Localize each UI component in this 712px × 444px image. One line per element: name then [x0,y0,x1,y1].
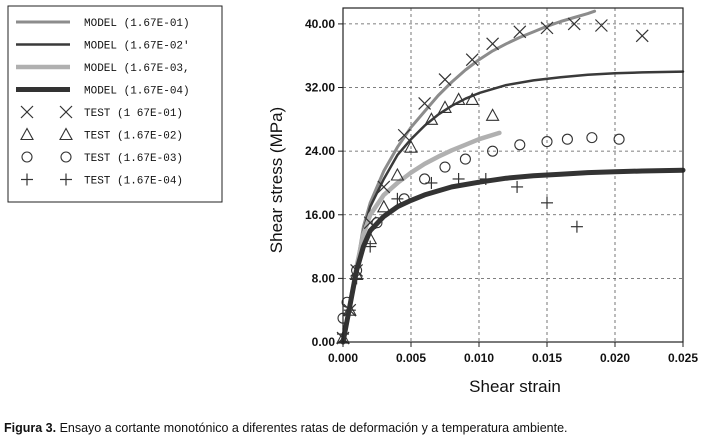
data-point [371,217,383,229]
legend-box [7,5,223,203]
legend-label: TEST (1 67E-01) [84,108,183,120]
data-point [364,240,377,253]
data-point [567,17,581,31]
x-tick-label: 0.005 [396,351,426,365]
data-point [451,92,466,106]
x-tick-label: 0.015 [532,351,562,365]
legend-marker [59,127,73,141]
caption-text: Ensayo a cortante monotónico a diferente… [56,421,568,435]
legend-marker [21,173,33,186]
legend-label: TEST (1.67E-04) [84,176,183,188]
data-point [594,19,608,32]
caption-label: Figura 3. [4,421,57,435]
series-4 [340,167,686,345]
figure-caption: Figura 3. Ensayo a cortante monotónico a… [4,421,710,435]
data-point [391,192,404,205]
data-point [485,108,500,121]
plot-frame [342,7,684,343]
y-tick-label: 40.00 [305,17,335,31]
data-point [486,37,500,51]
x-tick-label: 0.020 [600,351,630,365]
legend-label: MODEL (1.67E-02' [84,41,190,53]
y-tick-label: 16.00 [305,208,335,222]
data-point [540,21,554,35]
data-point [350,264,364,277]
data-point [343,304,356,317]
data-point [439,161,451,173]
legend-entry: MODEL (1.67E-01) [16,18,190,30]
data-point [479,172,492,185]
data-point [613,133,625,145]
x-axis-title: Shear strain [469,377,561,396]
data-point [570,220,583,233]
series-line [340,167,686,345]
legend-marker [21,151,33,163]
legend-marker [20,127,34,141]
data-point [487,145,499,157]
data-point [511,180,524,193]
legend-marker [59,105,73,119]
data-point [541,196,553,209]
data-point [438,100,452,113]
legend-entry: TEST (1.67E-03) [21,151,183,165]
data-point [397,128,411,142]
legend-marker [60,151,72,163]
data-point [390,167,405,181]
y-axis-title: Shear stress (MPa) [267,107,286,253]
x-tick-label: 0.000 [328,351,358,365]
data-point [635,29,649,43]
legend-entry: TEST (1 67E-01) [20,105,183,120]
data-point [465,92,480,106]
legend-label: MODEL (1.67E-03, [84,63,190,75]
y-tick-label: 0.00 [312,335,336,349]
legend-entry: MODEL (1.67E-03, [16,63,190,75]
data-point [452,172,465,185]
data-point [424,112,439,125]
data-point [586,132,598,144]
legend-marker [20,105,34,119]
data-point [514,139,526,151]
y-tick-label: 32.00 [305,81,335,95]
series-7 [337,132,625,324]
legend-label: TEST (1.67E-02) [84,131,183,143]
legend-label: MODEL (1.67E-01) [84,18,190,30]
data-point [561,133,573,145]
legend-label: MODEL (1.67E-04) [84,86,190,98]
x-tick-label: 0.025 [668,351,698,365]
data-point [541,136,553,148]
data-point [438,73,452,86]
data-point [418,97,432,110]
legend-entry: MODEL (1.67E-02' [16,41,190,53]
data-point [376,199,391,213]
data-point [341,296,353,308]
data-point [419,173,431,185]
legend-entry: TEST (1.67E-04) [21,173,183,188]
x-tick-label: 0.010 [464,351,494,365]
legend-label: TEST (1.67E-03) [84,153,183,165]
data-point [465,53,479,67]
legend-marker [60,173,72,186]
legend: MODEL (1.67E-01) MODEL (1.67E-02' MODEL (1… [7,5,223,203]
y-tick-label: 24.00 [305,144,335,158]
legend-entry: TEST (1.67E-02) [20,127,183,143]
series-layer [336,9,686,345]
axes: 0.000 0.005 0.010 0.015 0.020 0.025 0.00 8.00 16… [305,7,698,365]
data-point [459,153,471,165]
data-point [404,140,418,153]
y-tick-label: 8.00 [312,271,336,285]
data-point [377,180,391,194]
data-point [513,25,527,39]
legend-entry: MODEL (1.67E-04) [16,86,190,98]
data-point [350,272,363,285]
data-point [425,176,438,189]
